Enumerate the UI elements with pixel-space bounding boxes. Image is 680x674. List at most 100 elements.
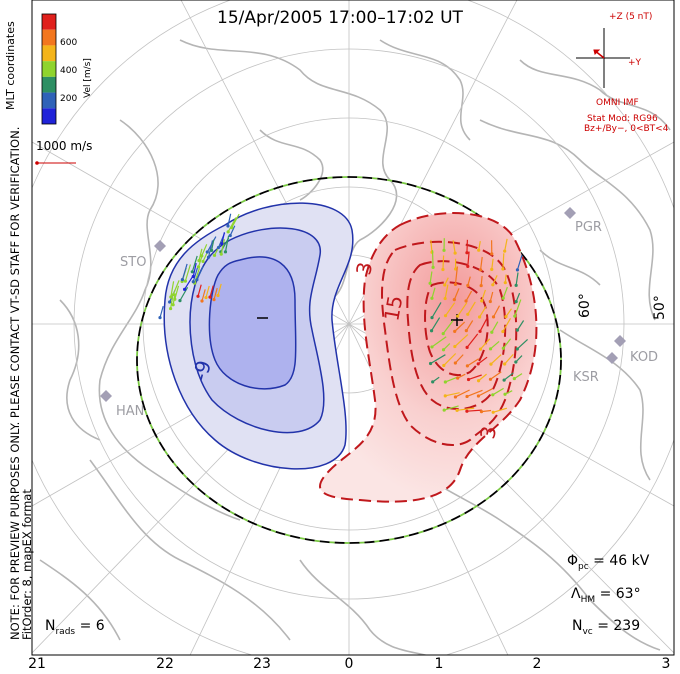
- negative-potential-cell: [163, 202, 354, 470]
- velocity-vector: [443, 353, 457, 366]
- velocity-vector-origin: [501, 267, 505, 271]
- velocity-vector: [444, 284, 449, 299]
- velocity-vector-origin: [515, 328, 520, 332]
- velocity-vector: [229, 225, 236, 236]
- station-label: STO: [120, 255, 147, 270]
- imf-dial: [576, 28, 630, 88]
- velocity-vector-origin: [169, 295, 173, 299]
- heppner-maynard-boundary: [136, 176, 562, 544]
- velocity-vector: [431, 250, 434, 268]
- velocity-vector: [209, 285, 214, 298]
- nvc-value: = 239: [597, 618, 641, 634]
- velocity-vector-origin: [476, 394, 481, 398]
- velocity-vector-origin: [180, 278, 185, 282]
- mlt-label: 2: [532, 656, 542, 672]
- velocity-vector: [515, 272, 519, 286]
- velocity-vector: [207, 240, 214, 258]
- velocity-vector: [196, 266, 204, 280]
- velocity-vector-origin: [190, 270, 194, 274]
- velocity-vector-origin: [465, 251, 469, 255]
- velocity-vector: [205, 285, 210, 298]
- colorbar-label: Vel [m/s]: [83, 58, 93, 98]
- velocity-vector: [221, 232, 225, 244]
- velocity-vector: [217, 283, 222, 296]
- velocity-vector-origin: [478, 268, 483, 272]
- velocity-vector: [429, 271, 433, 284]
- velocity-vector-origin: [196, 294, 200, 298]
- velocity-vector-origin: [173, 297, 177, 301]
- imf-source: OMNI IMF: [596, 98, 639, 108]
- imf-z-label: +Z (5 nT): [609, 12, 653, 22]
- velocity-vector-origin: [466, 312, 470, 316]
- velocity-vector: [492, 387, 504, 396]
- velocity-vector: [490, 340, 500, 350]
- velocity-vector-origin: [465, 364, 469, 368]
- velocity-vector-origin: [503, 362, 507, 366]
- velocity-vector: [490, 371, 502, 380]
- velocity-vector: [211, 239, 215, 251]
- velocity-vector: [481, 409, 492, 413]
- velocity-vector: [503, 372, 514, 381]
- velocity-vector: [213, 287, 218, 300]
- velocity-vector-origin: [168, 306, 173, 311]
- scale-vector-label: 1000 m/s: [36, 139, 93, 153]
- velocity-vector-origin: [453, 329, 457, 333]
- velocity-vector: [466, 333, 479, 348]
- velocity-vector: [227, 217, 237, 233]
- velocity-vector: [431, 336, 447, 348]
- velocity-vector: [467, 251, 470, 267]
- velocity-vector-origin: [490, 252, 494, 256]
- velocity-vector-origin: [479, 410, 484, 414]
- velocity-vector-origin: [216, 293, 220, 298]
- velocity-vector-origin: [171, 293, 175, 297]
- velocity-vector-origin: [219, 252, 223, 256]
- velocity-vector-origin: [223, 250, 228, 254]
- velocity-vector-origin: [513, 314, 517, 318]
- velocity-vector: [442, 255, 445, 270]
- velocity-vector-origin: [491, 315, 496, 319]
- velocity-vector: [220, 239, 225, 255]
- mlt-label: 1: [434, 656, 444, 672]
- velocity-vector-origin: [515, 347, 519, 351]
- velocity-vector: [179, 287, 189, 301]
- velocity-vector: [514, 299, 522, 317]
- velocity-vector: [502, 253, 505, 270]
- velocity-vector: [172, 280, 180, 296]
- velocity-vector-origin: [171, 303, 175, 307]
- velocity-vector-origin: [512, 376, 516, 381]
- velocity-vector-origin: [465, 345, 469, 350]
- velocity-vector-origin: [208, 295, 212, 299]
- velocity-vector-origin: [431, 380, 435, 384]
- velocity-vector: [516, 338, 529, 350]
- velocity-vector: [452, 240, 456, 254]
- velocity-vector-origin: [212, 253, 217, 257]
- velocity-vector-origin: [503, 392, 507, 396]
- mlt-label: 21: [28, 656, 46, 672]
- velocity-vector: [192, 265, 199, 282]
- velocity-vector-origin: [466, 377, 471, 382]
- velocity-vector-origin: [465, 394, 469, 399]
- velocity-vector: [502, 286, 508, 299]
- velocity-vector: [455, 389, 470, 398]
- velocity-vector-origin: [503, 281, 507, 285]
- page-title: 15/Apr/2005 17:00–17:02 UT: [217, 8, 463, 28]
- velocity-vector-origin: [230, 225, 234, 230]
- velocity-vector: [516, 254, 523, 271]
- velocity-vector-origin: [168, 300, 172, 304]
- velocity-vector: [478, 388, 493, 397]
- velocity-vector-origin: [443, 394, 447, 398]
- velocity-vector-origin: [480, 299, 484, 303]
- velocity-vector: [174, 285, 180, 300]
- velocity-vector-origin: [216, 245, 221, 250]
- velocity-vector-origin: [452, 298, 456, 302]
- mlt-label: 3: [661, 656, 671, 672]
- velocity-vector-origin: [429, 329, 434, 333]
- velocity-vector-origin: [201, 259, 205, 264]
- station-label: HAN: [116, 404, 145, 419]
- colorbar-swatch: [42, 76, 56, 93]
- velocity-vector: [493, 305, 501, 318]
- velocity-vector: [454, 334, 469, 347]
- velocity-vector-origin: [453, 395, 458, 399]
- velocity-vector: [159, 305, 164, 318]
- velocity-vector-origin: [183, 279, 187, 283]
